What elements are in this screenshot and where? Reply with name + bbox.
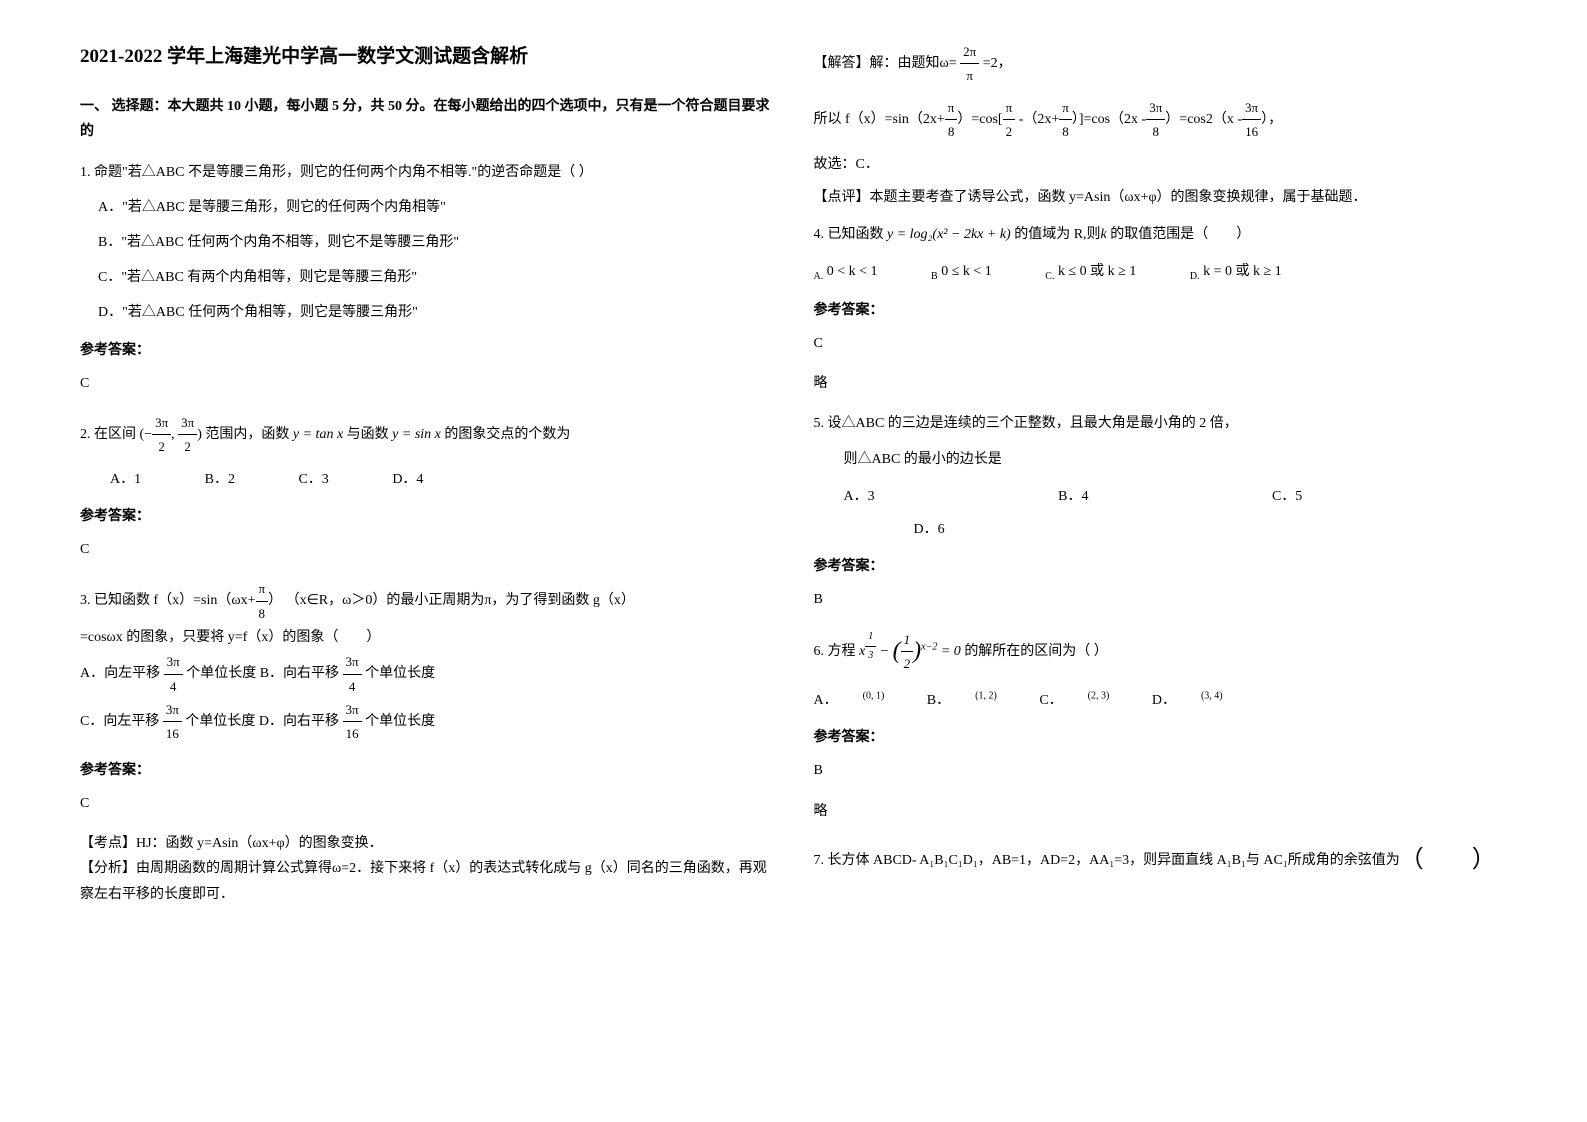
q5-options-2: D．6 — [914, 517, 1508, 542]
q3-dianping: 【点评】本题主要考查了诱导公式，函数 y=Asin（ωx+φ）的图象变换规律，属… — [814, 185, 1508, 210]
q2-stem-mid2: 与函数 — [347, 427, 389, 442]
q1-opt-a: A．"若△ABC 是等腰三角形，则它的任何两个内角相等" — [98, 195, 774, 220]
q4-ans-label: 参考答案： — [814, 298, 1508, 323]
q5-line1: 5. 设△ABC 的三边是连续的三个正整数，且最大角是最小角的 2 倍， — [814, 411, 1508, 436]
q4-lue: 略 — [814, 371, 1508, 396]
q2-interval: (−3π2, 3π2) — [140, 427, 202, 442]
q2-stem-mid: 范围内，函数 — [205, 427, 289, 442]
q5-ans: B — [814, 587, 1508, 612]
q3-ans-label: 参考答案： — [80, 758, 774, 783]
q1-stem: 1. 命题"若△ABC 不是等腰三角形，则它的任何两个内角不相等."的逆否命题是… — [80, 160, 774, 185]
q6-ans: B — [814, 758, 1508, 783]
q3-line2: =cosωx 的图象，只要将 y=f（x）的图象（ ） — [80, 625, 774, 650]
question-4: 4. 已知函数 y = log₂(x² − 2kx + k) 的值域为 R,则k… — [814, 222, 1508, 286]
q4-opt-b: B 0 ≤ k < 1 — [931, 264, 1017, 279]
q6-opt-d: D．(3, 4) — [1152, 693, 1223, 708]
q5-opt-c: C．5 — [1272, 489, 1302, 504]
q2-stem-end: 的图象交点的个数为 — [444, 427, 570, 442]
q5-ans-label: 参考答案： — [814, 554, 1508, 579]
open-paren-icon: （ ） — [1400, 847, 1496, 873]
q1-ans-label: 参考答案： — [80, 338, 774, 363]
q2-f2: y = sin x — [392, 427, 441, 442]
question-5: 5. 设△ABC 的三边是连续的三个正整数，且最大角是最小角的 2 倍， 则△A… — [814, 411, 1508, 542]
question-7: 7. 长方体 ABCD- A₁B₁C₁D₁，AB=1，AD=2，AA₁=3，则异… — [814, 839, 1508, 882]
q4-func: y = log₂(x² − 2kx + k) — [887, 227, 1011, 242]
q2-options: A．1 B．2 C．3 D．4 — [110, 467, 774, 492]
q3-ans: C — [80, 791, 774, 816]
q2-ans: C — [80, 537, 774, 562]
question-2: 2. 在区间 (−3π2, 3π2) 范围内，函数 y = tan x 与函数 … — [80, 411, 774, 492]
right-column: 【解答】解：由题知ω= 2ππ =2， 所以 f（x）=sin（2x+π8）=c… — [794, 40, 1528, 1082]
q6-opt-a: A．(0, 1) — [814, 693, 885, 708]
q2-stem-pre: 2. 在区间 — [80, 427, 136, 442]
q3-opts-cd: C．向左平移 3π16 个单位长度 D．向右平移 3π16 个单位长度 — [80, 698, 774, 746]
q3-guxuan: 故选：C． — [814, 152, 1508, 177]
q6-eq: x13 − (12)x−2 = 0 — [859, 644, 961, 659]
q1-options: A．"若△ABC 是等腰三角形，则它的任何两个内角相等" B．"若△ABC 任何… — [98, 195, 774, 326]
q3-fenxi: 【分析】由周期函数的周期计算公式算得ω=2．接下来将 f（x）的表达式转化成与 … — [80, 856, 774, 906]
question-1: 1. 命题"若△ABC 不是等腰三角形，则它的任何两个内角不相等."的逆否命题是… — [80, 160, 774, 326]
q3-jieda: 【解答】解：由题知ω= 2ππ =2， — [814, 40, 1508, 88]
q5-line2: 则△ABC 的最小的边长是 — [844, 447, 1508, 472]
q4-ans: C — [814, 331, 1508, 356]
q7-stem: 7. 长方体 ABCD- A₁B₁C₁D₁，AB=1，AD=2，AA₁=3，则异… — [814, 853, 1400, 868]
q6-opt-b: B．(1, 2) — [927, 693, 997, 708]
q4-opt-c: C. k ≤ 0 或 k ≥ 1 — [1045, 264, 1161, 279]
q1-opt-c: C．"若△ABC 有两个内角相等，则它是等腰三角形" — [98, 265, 774, 290]
doc-title: 2021-2022 学年上海建光中学高一数学文测试题含解析 — [80, 40, 774, 74]
q1-ans: C — [80, 371, 774, 396]
q6-lue: 略 — [814, 799, 1508, 824]
q5-opt-b: B．4 — [1058, 489, 1088, 504]
q1-opt-d: D．"若△ABC 任何两个角相等，则它是等腰三角形" — [98, 300, 774, 325]
q2-opt-d: D．4 — [392, 472, 423, 487]
q2-opt-c: C．3 — [298, 472, 328, 487]
q2-opt-b: B．2 — [205, 472, 235, 487]
left-column: 2021-2022 学年上海建光中学高一数学文测试题含解析 一、 选择题：本大题… — [60, 40, 794, 1082]
q5-opt-d: D．6 — [914, 522, 945, 537]
q4-options: A. 0 < k < 1 B 0 ≤ k < 1 C. k ≤ 0 或 k ≥ … — [814, 259, 1508, 286]
question-3: 3. 已知函数 f（x）=sin（ωx+π8） （x∈R，ω＞0）的最小正周期为… — [80, 577, 774, 746]
q2-opt-a: A．1 — [110, 472, 141, 487]
q4-opt-a: A. 0 < k < 1 — [814, 264, 903, 279]
q5-opt-a: A．3 — [844, 489, 875, 504]
q3-opts-ab: A．向左平移 3π4 个单位长度 B．向右平移 3π4 个单位长度 — [80, 650, 774, 698]
question-6: 6. 方程 x13 − (12)x−2 = 0 的解所在的区间为（ ） A．(0… — [814, 628, 1508, 714]
q6-ans-label: 参考答案： — [814, 725, 1508, 750]
q5-options: A．3 B．4 C．5 — [844, 484, 1508, 509]
q2-ans-label: 参考答案： — [80, 504, 774, 529]
q1-opt-b: B．"若△ABC 任何两个内角不相等，则它不是等腰三角形" — [98, 230, 774, 255]
q3-jieda-line2: 所以 f（x）=sin（2x+π8）=cos[π2 -（2x+π8）]=cos（… — [814, 96, 1508, 144]
q3-kaodian: 【考点】HJ：函数 y=Asin（ωx+φ）的图象变换． — [80, 831, 774, 856]
q3-line1: 3. 已知函数 f（x）=sin（ωx+π8） （x∈R，ω＞0）的最小正周期为… — [80, 577, 774, 625]
q6-opt-c: C．(2, 3) — [1039, 693, 1109, 708]
q4-opt-d: D. k = 0 或 k ≥ 1 — [1190, 264, 1307, 279]
q2-f1: y = tan x — [293, 427, 343, 442]
q6-options: A．(0, 1) B．(1, 2) C．(2, 3) D．(3, 4) — [814, 687, 1508, 713]
section-1-head: 一、 选择题：本大题共 10 小题，每小题 5 分，共 50 分。在每小题给出的… — [80, 94, 774, 144]
